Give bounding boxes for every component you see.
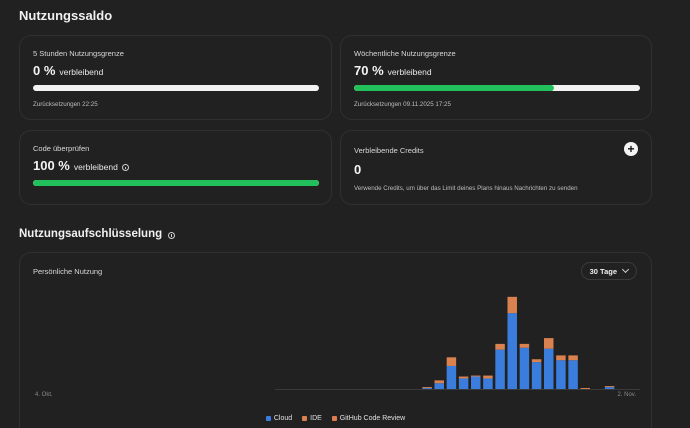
legend-swatch-ide [302, 416, 308, 421]
legend-label-ide: IDE [310, 415, 322, 422]
code-review-value: 100 % verbleibend [33, 158, 129, 173]
bar-ide-d24[interactable] [556, 355, 566, 361]
weekly-limit-unit: verbleibend [387, 67, 432, 77]
legend-label-code-review: GitHub Code Review [339, 415, 406, 422]
weekly-limit-percent: 70 % [354, 63, 384, 78]
breakdown-title: Nutzungsaufschlüsselung [19, 228, 176, 240]
info-icon[interactable] [121, 164, 129, 171]
code-review-progress [33, 180, 319, 186]
weekly-limit-title: Wöchentliche Nutzungsgrenze [354, 49, 456, 58]
bar-ide-d25[interactable] [568, 355, 578, 361]
legend-swatch-cloud [265, 416, 271, 421]
credits-card: Verbleibende Credits + 0 Verwende Credit… [340, 130, 652, 205]
info-icon[interactable] [168, 231, 176, 239]
code-review-progress-fill [33, 180, 319, 186]
weekly-limit-value: 70 % verbleibend [354, 63, 432, 78]
bar-ide-d15[interactable] [446, 357, 457, 366]
usage-chart-card: Persönliche Nutzung 30 Tage 4. Okt. 2. N… [19, 252, 652, 428]
bar-ide-d19[interactable] [495, 343, 505, 350]
weekly-limit-progress-fill [354, 85, 555, 91]
bar-ide-d18[interactable] [483, 375, 493, 379]
bar-ide-d28[interactable] [604, 386, 615, 388]
bar-cloud-d23[interactable] [544, 348, 554, 389]
bar-ide-d14[interactable] [434, 380, 444, 384]
bar-cloud-d17[interactable] [471, 376, 481, 389]
bar-cloud-d13[interactable] [422, 388, 432, 389]
range-dropdown[interactable]: 30 Tage [580, 262, 637, 280]
session-limit-reset: Zurücksetzungen 22:25 [33, 101, 98, 108]
bar-cloud-d25[interactable] [568, 360, 578, 389]
credits-title: Verbleibende Credits [354, 146, 424, 155]
session-limit-progress [33, 85, 319, 91]
bar-cloud-d22[interactable] [531, 362, 542, 389]
code-review-percent: 100 % [33, 158, 70, 173]
session-limit-percent: 0 % [33, 63, 56, 78]
bar-ide-d13[interactable] [422, 387, 432, 389]
bar-cloud-d19[interactable] [495, 349, 505, 389]
legend-item-cloud[interactable]: Cloud [265, 415, 293, 422]
code-review-unit: verbleibend [73, 162, 118, 172]
bar-cloud-d15[interactable] [446, 365, 457, 389]
legend-label-cloud: Cloud [273, 415, 293, 422]
chart-legend: Cloud IDE GitHub Code Review [20, 415, 651, 422]
bar-cloud-d20[interactable] [507, 313, 517, 389]
bar-ide-d17[interactable] [471, 375, 481, 377]
legend-item-ide[interactable]: IDE [302, 415, 322, 422]
x-axis-start-label: 4. Okt. [35, 392, 53, 398]
bar-cloud-d14[interactable] [434, 383, 444, 389]
breakdown-title-text: Nutzungsaufschlüsselung [19, 228, 163, 240]
bar-cloud-d28[interactable] [604, 387, 615, 389]
page-title: Nutzungssaldo [19, 8, 113, 23]
weekly-limit-progress [354, 85, 640, 91]
credits-amount: 0 [354, 162, 362, 177]
credits-note: Verwende Credits, um über das Limit dein… [354, 185, 578, 192]
bar-cloud-d18[interactable] [483, 378, 493, 389]
weekly-limit-reset: Zurücksetzungen 09.11.2025 17:25 [354, 101, 451, 108]
legend-item-code-review[interactable]: GitHub Code Review [331, 415, 406, 422]
bar-ide-d16[interactable] [458, 376, 469, 379]
x-axis-end-label: 2. Nov. [617, 392, 636, 398]
usage-bar-chart [275, 296, 640, 390]
code-review-card: Code überprüfen 100 % verbleibend [19, 130, 332, 205]
bar-cloud-d24[interactable] [556, 360, 566, 389]
bar-ide-d22[interactable] [531, 359, 542, 363]
bar-ide-d23[interactable] [544, 338, 554, 349]
code-review-title: Code überprüfen [33, 144, 90, 153]
session-limit-card: 5 Stunden Nutzungsgrenze 0 % verbleibend… [19, 35, 332, 120]
bar-ide-d21[interactable] [519, 343, 530, 348]
weekly-limit-card: Wöchentliche Nutzungsgrenze 70 % verblei… [340, 35, 652, 120]
bar-cloud-d21[interactable] [519, 347, 530, 389]
range-dropdown-label: 30 Tage [589, 266, 617, 276]
legend-swatch-code-review [331, 416, 337, 421]
credits-value: 0 [354, 162, 361, 177]
session-limit-unit: verbleibend [59, 67, 104, 77]
add-credits-button[interactable]: + [624, 142, 638, 156]
session-limit-title: 5 Stunden Nutzungsgrenze [33, 49, 124, 58]
bar-ide-d20[interactable] [507, 296, 517, 314]
bar-cloud-d16[interactable] [458, 378, 469, 389]
chart-title: Persönliche Nutzung [33, 267, 103, 276]
session-limit-value: 0 % verbleibend [33, 63, 103, 78]
bar-ide-d26[interactable] [580, 388, 590, 389]
